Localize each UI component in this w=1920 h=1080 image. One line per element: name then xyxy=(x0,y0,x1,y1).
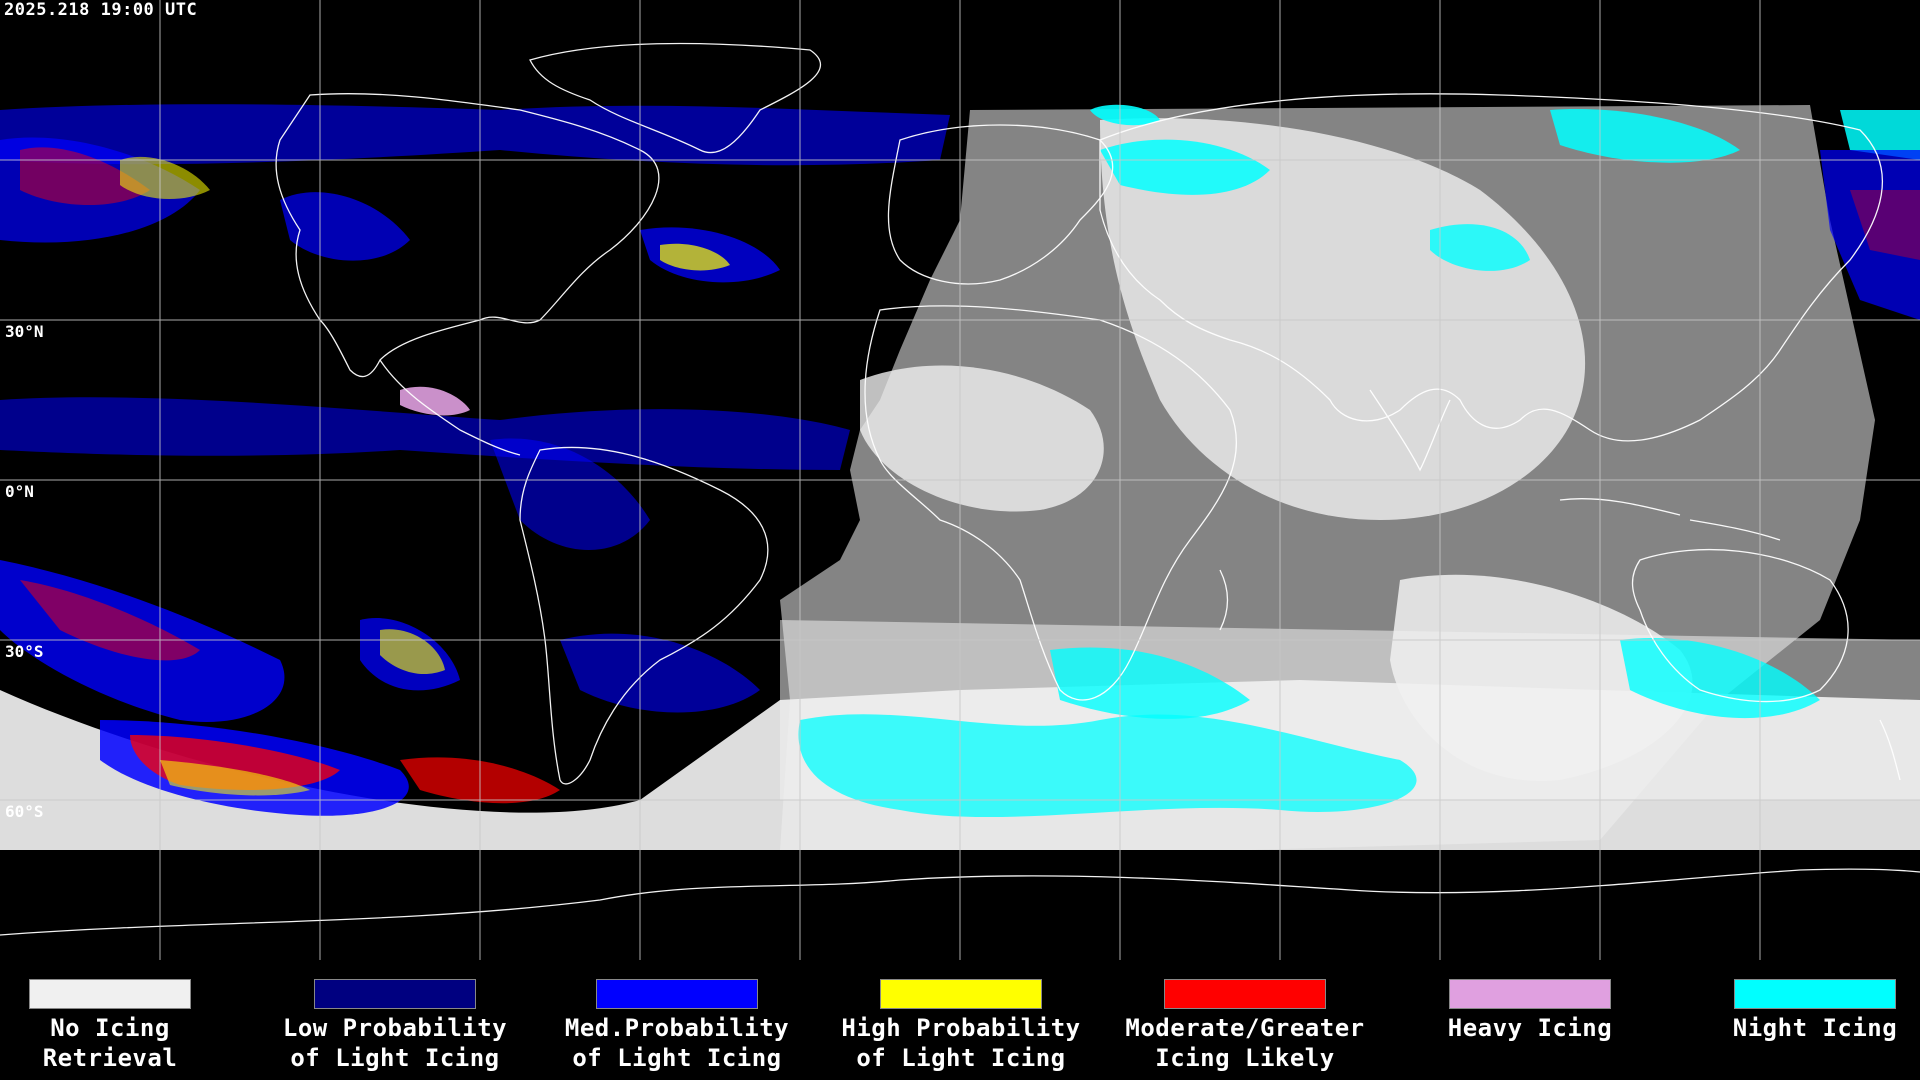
coastlines xyxy=(0,42,1920,936)
legend-swatch xyxy=(29,979,191,1009)
legend-item-med-probability: Med.Probability of Light Icing xyxy=(552,979,802,1073)
legend-label: Moderate/Greater Icing Likely xyxy=(1125,1014,1365,1072)
lat-label-30n: 30°N xyxy=(5,322,44,341)
lat-label-60s: 60°S xyxy=(5,802,44,821)
night-icing-layer xyxy=(798,104,1920,818)
legend: No Icing Retrieval Low Probability of Li… xyxy=(0,960,1920,1080)
legend-item-no-icing: No Icing Retrieval xyxy=(0,979,235,1073)
legend-item-low-probability: Low Probability of Light Icing xyxy=(270,979,520,1073)
timestamp: 2025.218 19:00 UTC xyxy=(4,0,198,20)
legend-swatch xyxy=(596,979,758,1009)
legend-item-moderate-greater: Moderate/Greater Icing Likely xyxy=(1120,979,1370,1073)
legend-swatch xyxy=(1734,979,1896,1009)
lat-label-30s: 30°S xyxy=(5,642,44,661)
legend-label: Night Icing xyxy=(1732,1014,1898,1042)
legend-label: Heavy Icing xyxy=(1447,1014,1613,1042)
legend-swatch xyxy=(1164,979,1326,1009)
icing-map: 2025.218 19:00 UTC 30°N 0°N 30°S 60°S xyxy=(0,0,1920,960)
legend-label: Med.Probability of Light Icing xyxy=(564,1014,790,1072)
legend-item-heavy-icing: Heavy Icing xyxy=(1405,979,1655,1043)
legend-label: High Probability of Light Icing xyxy=(841,1014,1081,1072)
legend-swatch xyxy=(880,979,1042,1009)
lat-label-0n: 0°N xyxy=(5,482,34,501)
map-canvas xyxy=(0,0,1920,960)
legend-label: No Icing Retrieval xyxy=(42,1014,178,1072)
lat-lon-grid xyxy=(0,0,1920,960)
legend-item-high-probability: High Probability of Light Icing xyxy=(836,979,1086,1073)
legend-swatch xyxy=(1449,979,1611,1009)
legend-swatch xyxy=(314,979,476,1009)
legend-item-night-icing: Night Icing xyxy=(1690,979,1920,1043)
legend-label: Low Probability of Light Icing xyxy=(282,1014,508,1072)
